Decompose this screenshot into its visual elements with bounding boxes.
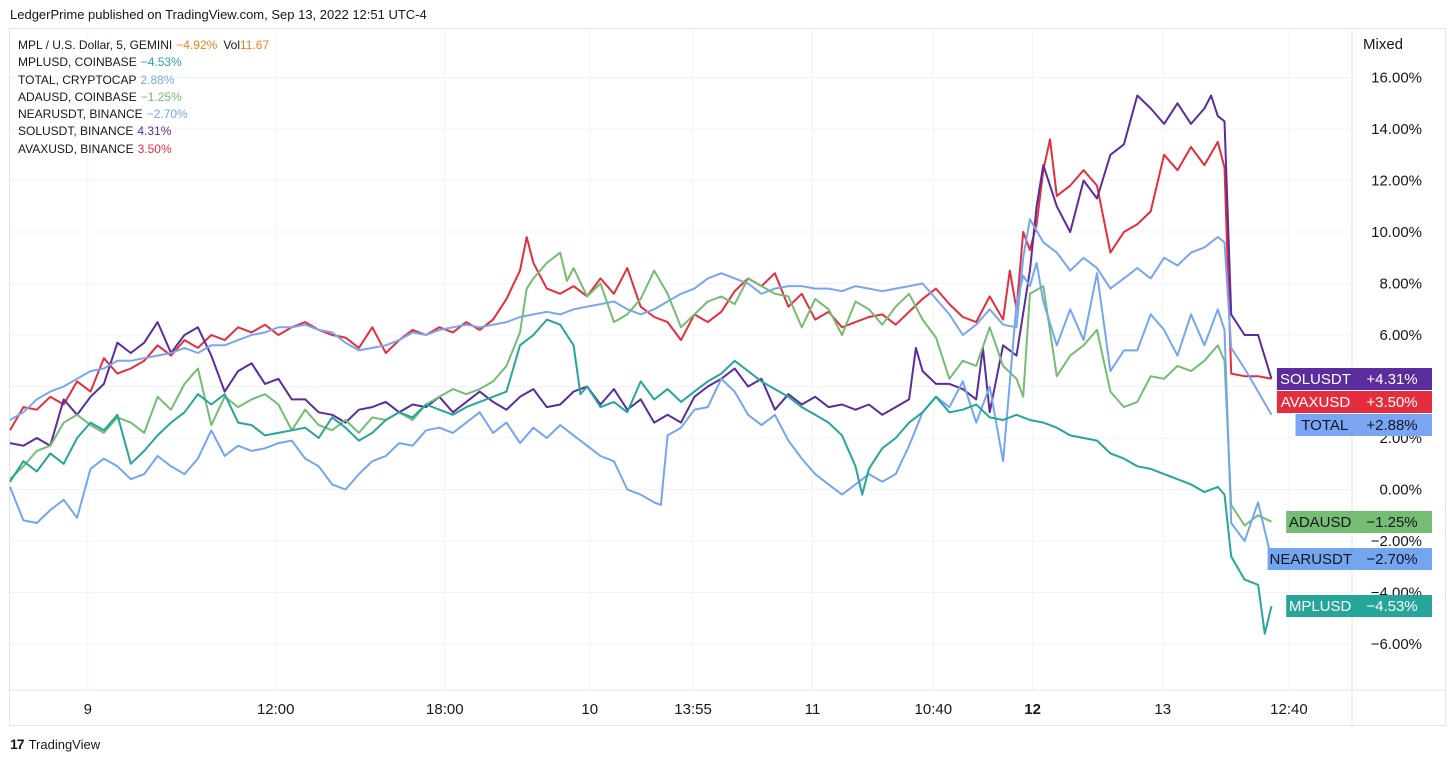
series-value-badge — [1353, 368, 1432, 390]
publish-info: LedgerPrime published on TradingView.com… — [10, 7, 427, 22]
series-name-label: NEARUSDT — [1270, 551, 1353, 568]
y-tick-label: 6.00% — [1379, 327, 1422, 344]
legend-symbol: AVAXUSD, BINANCE — [18, 141, 134, 156]
legend-volume-value: 11.67 — [240, 38, 270, 52]
x-tick-label: 18:00 — [426, 701, 464, 718]
legend-symbol: ADAUSD, COINBASE — [18, 89, 137, 104]
legend-change: 4.31% — [137, 124, 172, 139]
y-tick-label: 12.00% — [1371, 173, 1422, 190]
series-name-label: AVAXUSD — [1281, 394, 1351, 411]
series-value-label: −1.25% — [1366, 514, 1417, 531]
y-tick-label: 8.00% — [1379, 276, 1422, 293]
legend-change: −4.92% — [176, 38, 218, 52]
series-value-label: −2.70% — [1366, 551, 1417, 568]
x-tick-label: 10 — [581, 701, 598, 718]
series-name-badge — [1295, 414, 1354, 436]
last-value-labels: AVAXUSD +3.50% SOLUSDT +4.31% TOTAL +2.88% ADA… — [1267, 368, 1432, 617]
series-name-badge — [1267, 548, 1354, 570]
x-tick-label: 12 — [1024, 701, 1041, 718]
axes: Mixed 16.00% 14.00% 12.00% 10.00% 8.00% 6.00% 2… — [10, 29, 1445, 726]
y-tick-label: 10.00% — [1371, 224, 1422, 241]
y-tick-label: 14.00% — [1371, 121, 1422, 138]
legend-volume-label: Vol — [223, 38, 240, 52]
x-tick-label: 13:55 — [674, 701, 712, 718]
series-value-label: +4.31% — [1366, 371, 1417, 388]
series-name-label: ADAUSD — [1289, 514, 1352, 531]
legend-item[interactable]: NEARUSDT, BINANCE −2.70% — [18, 106, 269, 123]
legend-symbol: TOTAL, CRYPTOCAP — [18, 72, 137, 87]
legend-symbol: MPL / U.S. Dollar, 5, GEMINI — [18, 38, 173, 52]
legend-change: 3.50% — [137, 141, 172, 156]
legend: MPL / U.S. Dollar, 5, GEMINI −4.92% Vol11.… — [18, 37, 269, 158]
series-name-badge — [1276, 391, 1354, 413]
x-tick-label: 12:00 — [257, 701, 295, 718]
series-name-badge — [1286, 595, 1354, 617]
series-value-badge — [1353, 548, 1432, 570]
series-value-badge — [1353, 511, 1432, 533]
legend-change: 2.88% — [140, 72, 175, 87]
legend-symbol: SOLUSDT, BINANCE — [18, 124, 134, 139]
x-tick-label: 10:40 — [915, 701, 953, 718]
series-line-avaxusd — [9, 138, 1272, 431]
y-tick-label: 0.00% — [1379, 482, 1422, 499]
series-value-label: +3.50% — [1366, 394, 1417, 411]
x-tick-label: 13 — [1154, 701, 1171, 718]
footer-branding[interactable]: 17 TradingView — [10, 736, 100, 752]
legend-symbol: NEARUSDT, BINANCE — [18, 107, 143, 122]
series-value-label: −4.53% — [1366, 598, 1417, 615]
series-lines — [9, 94, 1273, 635]
legend-item[interactable]: SOLUSDT, BINANCE 4.31% — [18, 123, 269, 140]
grid — [10, 29, 1352, 690]
legend-change: −2.70% — [146, 107, 188, 122]
series-line-mplusd — [9, 318, 1273, 635]
series-line-solusdt — [9, 94, 1273, 447]
series-value-badge — [1353, 595, 1432, 617]
legend-change: −1.25% — [140, 89, 182, 104]
series-name-label: SOLUSDT — [1280, 371, 1351, 388]
legend-item[interactable]: MPL / U.S. Dollar, 5, GEMINI −4.92% Vol11.… — [18, 37, 269, 54]
series-name-label: MPLUSD — [1289, 598, 1352, 615]
tradingview-logo-icon: 17 — [10, 736, 25, 752]
series-line-nearusdt — [9, 261, 1273, 560]
legend-change: −4.53% — [140, 55, 182, 70]
series-name-badge — [1276, 368, 1354, 390]
series-value-badge — [1353, 391, 1432, 413]
x-tick-label: 11 — [805, 701, 821, 718]
x-tick-label: 9 — [84, 701, 92, 718]
legend-item[interactable]: AVAXUSD, BINANCE 3.50% — [18, 141, 269, 158]
chart-frame — [9, 28, 1446, 726]
legend-symbol: MPLUSD, COINBASE — [18, 55, 137, 70]
series-value-badge — [1353, 414, 1432, 436]
series-name-badge — [1286, 511, 1354, 533]
series-line-adausd — [9, 251, 1272, 527]
series-name-label: TOTAL — [1301, 417, 1348, 434]
y-tick-label: 16.00% — [1371, 70, 1422, 87]
series-line-total — [9, 218, 1273, 421]
series-value-label: +2.88% — [1366, 417, 1417, 434]
brand-name: TradingView — [28, 736, 101, 752]
y-tick-label: −6.00% — [1371, 636, 1422, 653]
legend-item[interactable]: TOTAL, CRYPTOCAP 2.88% — [18, 72, 269, 89]
y-tick-label: −2.00% — [1371, 533, 1422, 550]
legend-item[interactable]: ADAUSD, COINBASE −1.25% — [18, 89, 269, 106]
legend-item[interactable]: MPLUSD, COINBASE −4.53% — [18, 54, 269, 71]
x-tick-label: 12:40 — [1270, 701, 1308, 718]
scale-mode-label: Mixed — [1363, 36, 1403, 53]
